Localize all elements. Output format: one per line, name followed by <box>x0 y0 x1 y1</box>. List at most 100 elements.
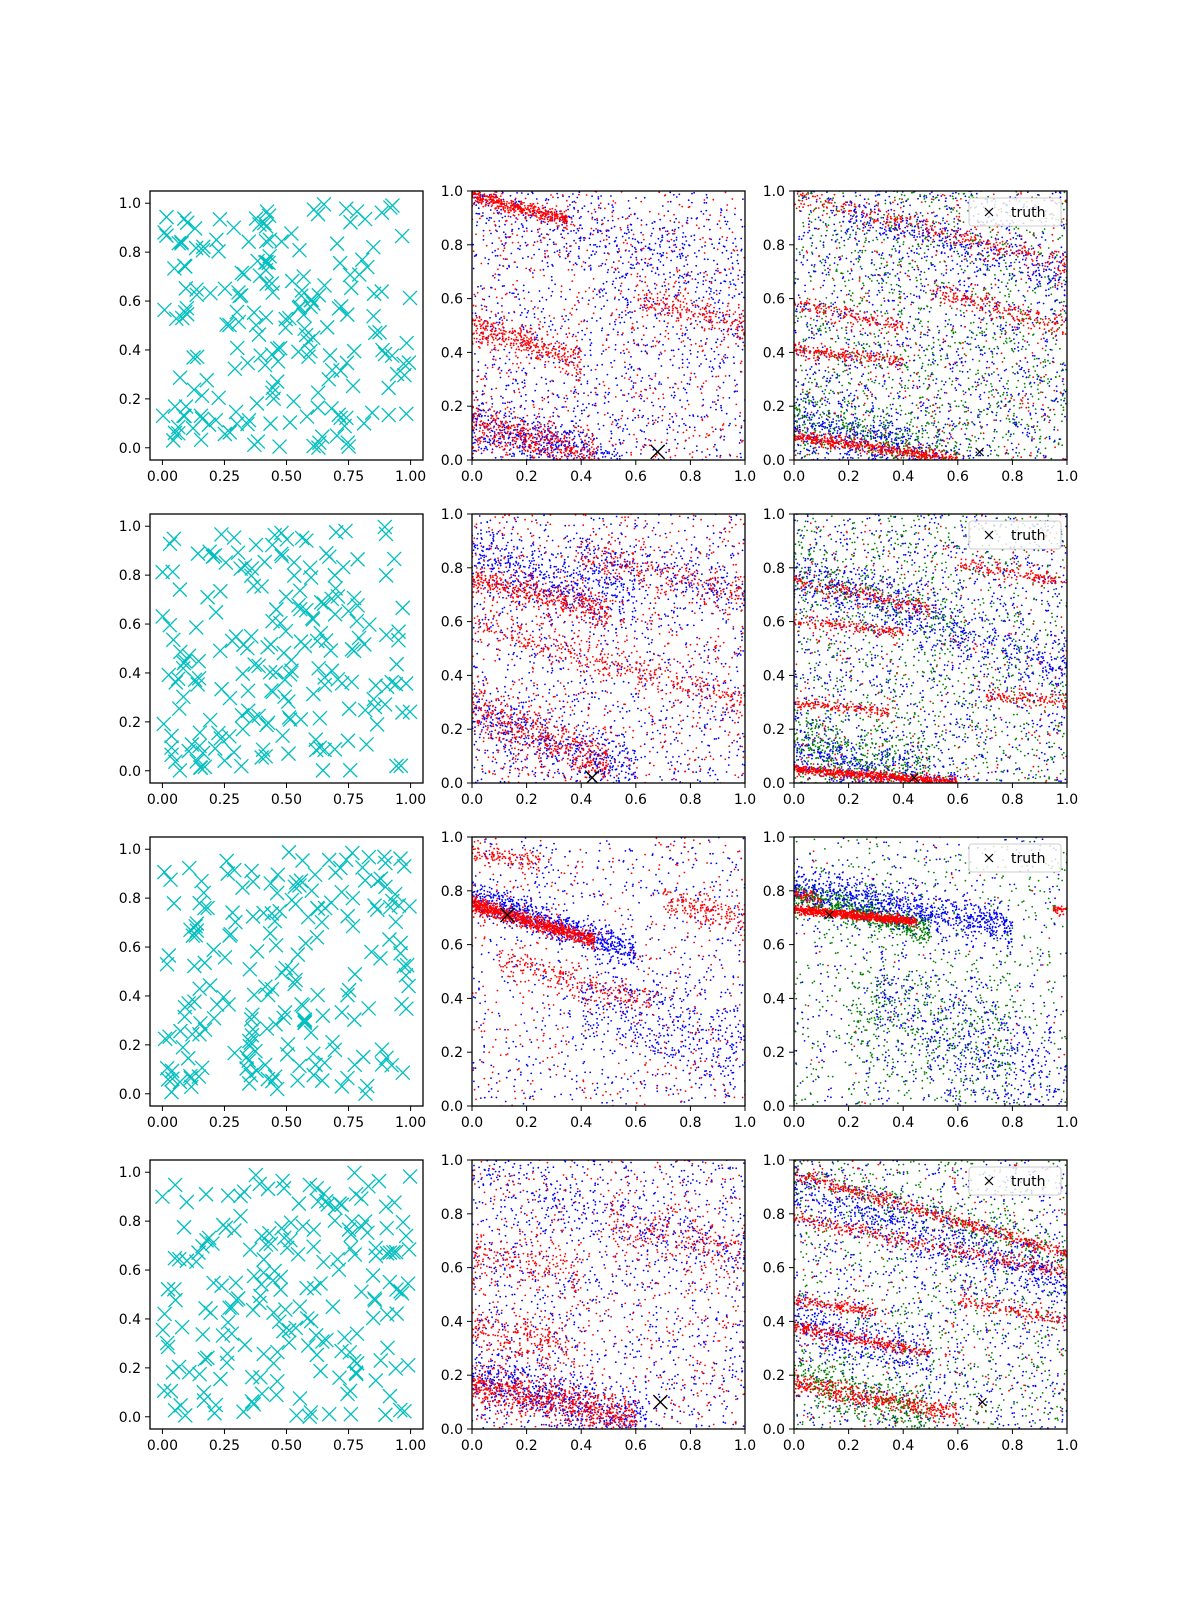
sample-dot <box>705 319 708 322</box>
sample-dot <box>654 455 657 458</box>
sample-dot <box>507 375 510 378</box>
sample-dot <box>608 253 610 255</box>
sample-dot <box>542 355 544 357</box>
sample-dot <box>543 237 546 239</box>
sample-dot <box>680 328 682 330</box>
sample-dot <box>822 313 825 315</box>
sample-dot <box>587 365 590 367</box>
sample-dot <box>557 396 560 399</box>
sample-dot <box>643 300 646 303</box>
sample-dot <box>642 445 644 448</box>
sample-dot <box>622 332 624 334</box>
sample-dot <box>1062 383 1065 386</box>
sample-dot <box>1002 342 1005 345</box>
sample-dot <box>481 341 483 343</box>
sample-dot <box>475 428 478 431</box>
sample-dot <box>701 307 704 309</box>
sample-dot <box>523 446 525 449</box>
sample-dot <box>504 207 507 209</box>
sample-dot <box>924 369 927 372</box>
sample-dot <box>579 370 581 373</box>
sample-dot <box>914 318 917 321</box>
sample-dot <box>551 451 554 453</box>
sample-dot <box>721 424 724 427</box>
sample-dot <box>600 288 602 290</box>
sample-dot <box>666 432 669 435</box>
sample-dot <box>567 350 569 353</box>
sample-dot <box>723 245 726 248</box>
sample-dot <box>1007 288 1009 290</box>
sample-dot <box>591 317 593 319</box>
sample-dot <box>654 308 656 311</box>
sample-dot <box>566 228 568 231</box>
sample-dot <box>568 436 571 439</box>
sample-dot <box>621 442 624 444</box>
sample-dot <box>565 436 568 439</box>
sample-dot <box>672 429 675 431</box>
sample-dot <box>542 448 544 451</box>
sample-dot <box>596 449 599 451</box>
sample-dot <box>872 239 874 242</box>
sample-dot <box>913 371 916 374</box>
sample-dot <box>485 434 488 437</box>
sample-dot <box>703 415 706 418</box>
sample-dot <box>552 444 555 446</box>
sample-dot <box>607 387 610 390</box>
sample-dot <box>581 207 584 210</box>
sample-dot <box>497 338 500 341</box>
sample-dot <box>650 248 653 251</box>
sample-dot <box>732 320 734 323</box>
sample-dot <box>654 419 657 421</box>
sample-dot <box>626 417 629 420</box>
sample-dot <box>616 384 619 386</box>
sample-dot <box>982 437 985 440</box>
sample-dot <box>647 417 649 420</box>
sample-dot <box>533 211 536 214</box>
sample-dot <box>520 192 523 194</box>
sample-dot <box>903 387 906 390</box>
sample-dot <box>487 262 490 265</box>
sample-dot <box>605 234 608 237</box>
sample-dot <box>517 293 519 296</box>
sample-dot <box>995 411 998 414</box>
sample-dot <box>725 412 728 415</box>
sample-dot <box>861 251 864 254</box>
sample-dot <box>719 211 722 214</box>
sample-dot <box>885 388 888 390</box>
sample-dot <box>520 212 523 214</box>
sample-dot <box>720 340 723 343</box>
sample-dot <box>629 311 631 313</box>
sample-dot <box>698 227 700 230</box>
sample-dot <box>504 236 507 238</box>
sample-dot <box>562 342 565 345</box>
sample-point <box>270 341 285 357</box>
sample-dot <box>671 312 674 314</box>
sample-dot <box>563 382 566 385</box>
sample-dot <box>603 413 606 416</box>
sample-dot <box>947 281 950 284</box>
sample-dot <box>708 315 711 318</box>
sample-dot <box>801 249 804 252</box>
sample-dot <box>545 383 548 385</box>
sample-dot <box>651 253 654 256</box>
sample-dot <box>660 353 663 355</box>
sample-dot <box>479 442 481 445</box>
sample-dot <box>581 329 584 332</box>
sample-dot <box>503 315 505 318</box>
sample-dot <box>526 243 529 246</box>
sample-dot <box>701 345 703 347</box>
sample-dot <box>925 195 928 197</box>
sample-point <box>187 220 203 236</box>
sample-dot <box>684 388 687 391</box>
sample-dot <box>492 426 495 429</box>
sample-point <box>194 388 210 404</box>
sample-dot <box>475 253 478 256</box>
sample-dot <box>565 406 568 408</box>
sample-dot <box>477 443 480 446</box>
sample-dot <box>560 343 563 345</box>
sample-dot <box>531 339 533 341</box>
sample-dot <box>496 230 498 233</box>
sample-dot <box>575 444 578 446</box>
sample-dot <box>891 378 894 381</box>
sample-dot <box>537 211 540 214</box>
